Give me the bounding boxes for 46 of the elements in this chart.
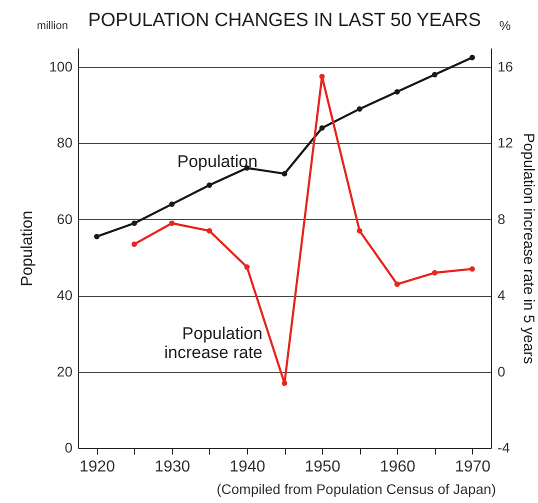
y2-axis-title: Population increase rate in 5 years [520, 133, 538, 364]
x-tick-label: 1970 [454, 458, 491, 476]
y-tick-label: 20 [56, 363, 73, 380]
point [282, 380, 288, 386]
point [94, 234, 100, 240]
x-tick-label: 1960 [380, 458, 416, 476]
point [432, 270, 438, 276]
text: (Compiled from Population Census of Japan) [216, 481, 496, 497]
point [432, 72, 438, 78]
point [319, 125, 325, 131]
chart-title: POPULATION CHANGES IN LAST 50 YEARS [88, 10, 481, 31]
point [469, 54, 475, 60]
point [169, 220, 175, 226]
y-tick-label: 60 [56, 210, 73, 227]
point [356, 228, 362, 234]
point [394, 281, 400, 287]
point [206, 182, 212, 188]
point [244, 264, 250, 270]
point [394, 89, 400, 95]
y-tick-label: 0 [64, 440, 73, 456]
point [169, 201, 175, 207]
point [132, 241, 138, 247]
y2-tick-label: 8 [498, 210, 506, 227]
x-tick-label: 1940 [230, 458, 266, 476]
point [319, 74, 325, 80]
text: million [36, 20, 68, 32]
text: % [499, 18, 512, 33]
y2-tick-label: 0 [498, 363, 506, 380]
y-axis-title: Population [19, 210, 36, 286]
y-tick-label: 40 [56, 287, 73, 304]
y2-tick-label: -4 [498, 440, 510, 456]
point [132, 220, 138, 226]
x-tick-label: 1930 [154, 458, 190, 476]
y-tick-label: 100 [49, 58, 73, 75]
y2-tick-label: 16 [498, 58, 514, 75]
y2-tick-label: 12 [498, 134, 514, 151]
series-label: Population increase rate [164, 324, 262, 362]
point [469, 266, 475, 272]
point [282, 170, 288, 176]
x-tick-label: 1920 [79, 458, 116, 476]
y2-tick-label: 4 [498, 287, 506, 304]
point [206, 228, 212, 234]
y-tick-label: 80 [56, 134, 73, 151]
point [356, 106, 362, 112]
x-tick-label: 1950 [304, 458, 340, 476]
series-label: Population [177, 152, 258, 172]
